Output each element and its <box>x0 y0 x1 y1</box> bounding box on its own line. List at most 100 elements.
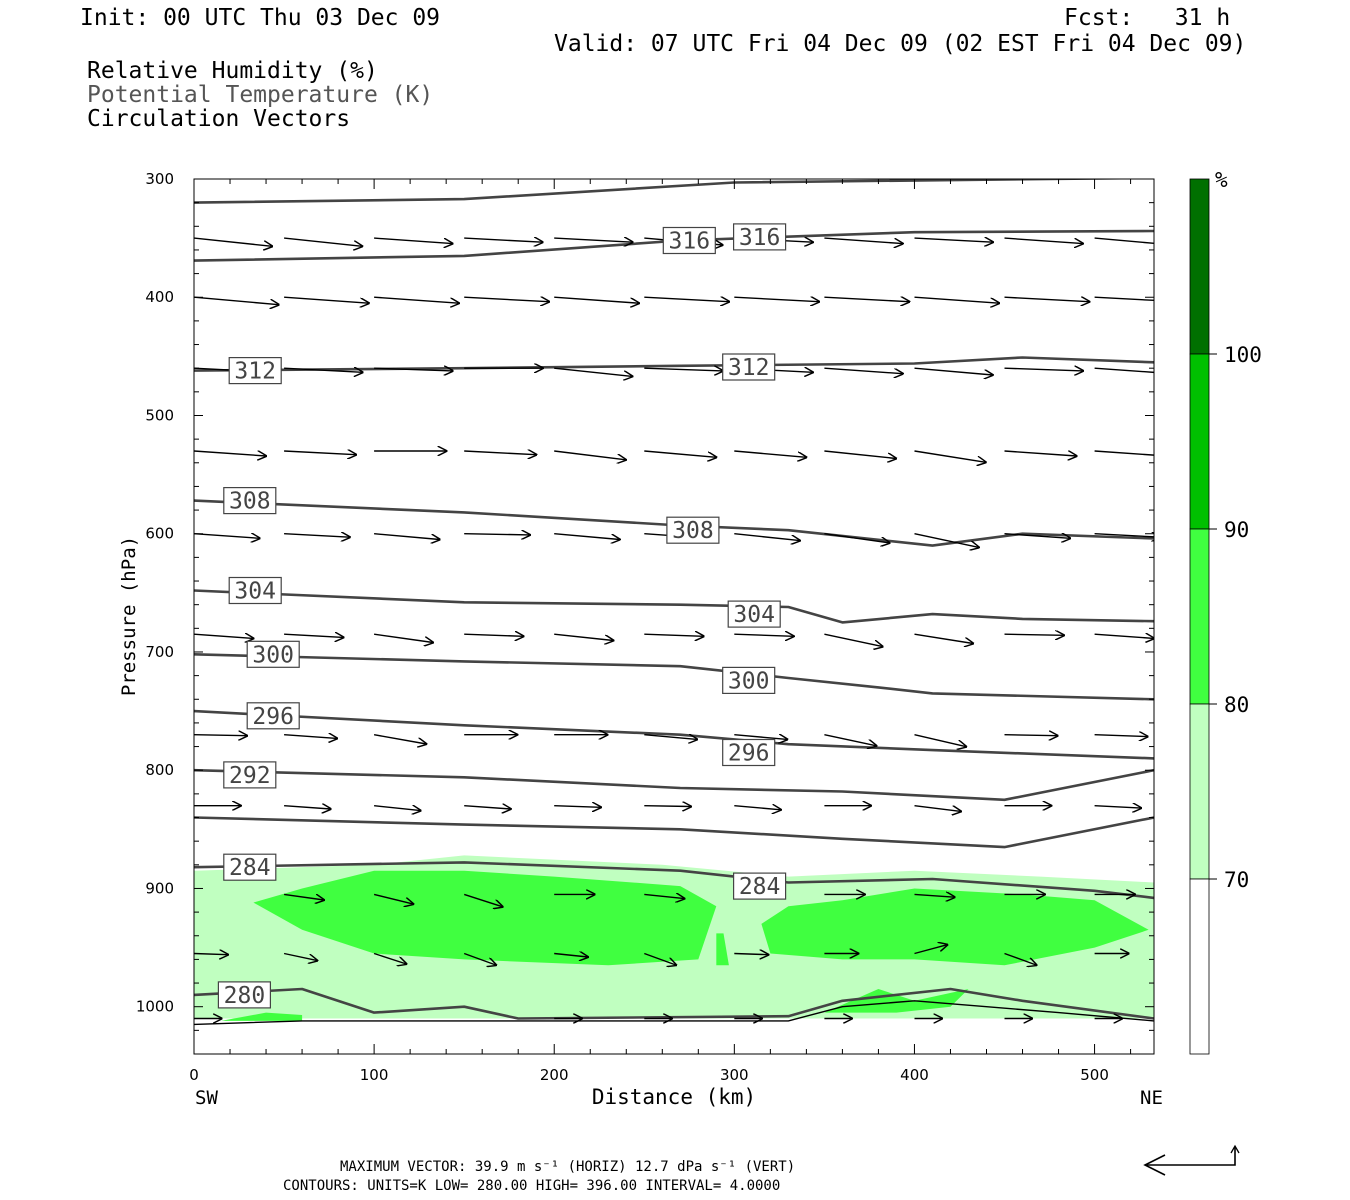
colorbar-swatch-0 <box>1189 178 1210 355</box>
vector-6-9 <box>1004 735 1058 736</box>
contour-label-box-14 <box>732 872 787 900</box>
vector-5-8 <box>914 633 974 643</box>
vector-1-6 <box>734 297 819 302</box>
vector-3-0 <box>194 450 266 456</box>
x-tick-label-4: 400 <box>900 1066 929 1084</box>
plot-axes: 300 400 500 600 700 800 900 1000 0 100 200 300 400 50… <box>136 170 1155 1084</box>
contour-label-9: 300 <box>728 668 770 694</box>
vector-3-6 <box>734 450 806 457</box>
vector-3-4 <box>554 450 626 460</box>
rh-region-4 <box>221 1012 303 1021</box>
vector-8-0 <box>284 893 324 900</box>
contour-label-13: 284 <box>229 855 271 881</box>
rh-region-3 <box>716 933 729 966</box>
vector-6-10 <box>1094 735 1148 737</box>
plot-frame <box>193 178 1155 1055</box>
circulation-vectors <box>194 237 1154 1018</box>
vector-9-1 <box>283 952 317 961</box>
contour-label-8: 300 <box>252 642 294 668</box>
contour-label-box-10 <box>246 702 300 730</box>
vector-0-2 <box>374 237 452 244</box>
theta-contour-10 <box>194 987 1154 1020</box>
vector-0-8 <box>914 238 994 242</box>
colorbar-swatch-4 <box>1189 878 1210 1055</box>
vector-1-9 <box>1004 297 1090 302</box>
theta-contour-8 <box>194 816 1154 849</box>
vector-7-8 <box>914 805 961 812</box>
contour-label-box-11 <box>722 738 776 767</box>
contour-label-box-2 <box>228 357 282 385</box>
field-label-theta: Potential Temperature (K) <box>87 82 434 108</box>
vector-4-6 <box>734 533 800 541</box>
vector-5-10 <box>1094 634 1154 638</box>
vector-2-4 <box>554 367 632 376</box>
y-axis-title: Pressure (hPa) <box>118 536 140 696</box>
contour-label-3: 312 <box>728 355 770 381</box>
contour-label-4: 308 <box>229 489 271 515</box>
contour-label-box-13 <box>223 853 277 881</box>
colorbar-level-90: 90 <box>1224 518 1249 542</box>
contour-label-box-1 <box>732 223 787 251</box>
vector-8-4 <box>644 894 684 898</box>
vector-5-2 <box>374 633 433 642</box>
contour-info-note: CONTOURS: UNITS=K LOW= 280.00 HIGH= 396.… <box>283 1178 780 1194</box>
vector-0-1 <box>284 237 362 246</box>
contour-label-box-9 <box>722 666 776 695</box>
vector-8-2 <box>463 893 502 906</box>
contour-label-0: 316 <box>669 229 711 255</box>
theta-contour-7 <box>194 768 1154 802</box>
vector-1-10 <box>1094 296 1154 302</box>
contour-label-11: 296 <box>728 741 770 767</box>
ground-line <box>194 1000 1154 1026</box>
vector-7-4 <box>554 806 601 808</box>
vector-3-5 <box>644 450 716 457</box>
vector-9-4 <box>554 954 588 958</box>
vector-4-1 <box>284 534 350 538</box>
vector-2-9 <box>1004 368 1084 371</box>
vector-8-7 <box>914 894 955 897</box>
vector-3-1 <box>284 451 356 455</box>
vector-6-7 <box>824 734 876 746</box>
y-tick-label-5: 800 <box>145 761 174 779</box>
vector-9-8 <box>914 945 948 955</box>
rh-shading <box>194 855 1154 1021</box>
contour-label-7: 304 <box>733 602 775 628</box>
valid-time-label: Valid: 07 UTC Fri 04 Dec 09 (02 EST Fri … <box>554 31 1247 57</box>
x-tick-label-0: 0 <box>189 1066 199 1084</box>
vector-0-9 <box>1004 237 1083 244</box>
vector-3-9 <box>1004 450 1077 456</box>
vector-1-5 <box>644 297 729 302</box>
vector-0-4 <box>554 238 633 242</box>
colorbar-level-100: 100 <box>1224 343 1262 367</box>
vector-5-4 <box>554 633 613 640</box>
vector-1-4 <box>554 296 639 303</box>
vector-1-7 <box>824 297 909 302</box>
rh-region-1 <box>253 870 717 966</box>
vector-2-1 <box>284 368 363 372</box>
y-tick-label-6: 900 <box>145 880 174 898</box>
vector-1-8 <box>914 296 1000 303</box>
y-tick-label-1: 400 <box>145 288 174 306</box>
y-tick-label-2: 500 <box>145 407 174 425</box>
vector-4-10 <box>1094 534 1154 538</box>
rh-region-2 <box>761 888 1149 966</box>
vector-5-9 <box>1004 634 1065 635</box>
contour-label-10: 296 <box>252 704 294 730</box>
max-vector-note: MAXIMUM VECTOR: 39.9 m s⁻¹ (HORIZ) 12.7 … <box>340 1159 795 1175</box>
vector-4-8 <box>914 533 979 548</box>
y-tick-label-0: 300 <box>145 170 174 188</box>
contour-label-15: 280 <box>224 983 266 1009</box>
vector-2-8 <box>914 367 993 375</box>
y-tick-label-7: 1000 <box>136 998 174 1016</box>
y-tick-label-3: 600 <box>145 525 174 543</box>
contour-label-box-0 <box>662 226 716 255</box>
colorbar-level-80: 80 <box>1224 693 1249 717</box>
contour-label-box-15 <box>217 981 271 1009</box>
vector-6-8 <box>914 734 967 747</box>
x-tick-label-5: 500 <box>1080 1066 1109 1084</box>
field-label-rh: Relative Humidity (%) <box>87 58 378 84</box>
vector-4-2 <box>374 533 440 540</box>
vector-9-3 <box>463 952 496 966</box>
init-label: Init: 00 UTC Thu 03 Dec 09 <box>80 5 441 31</box>
